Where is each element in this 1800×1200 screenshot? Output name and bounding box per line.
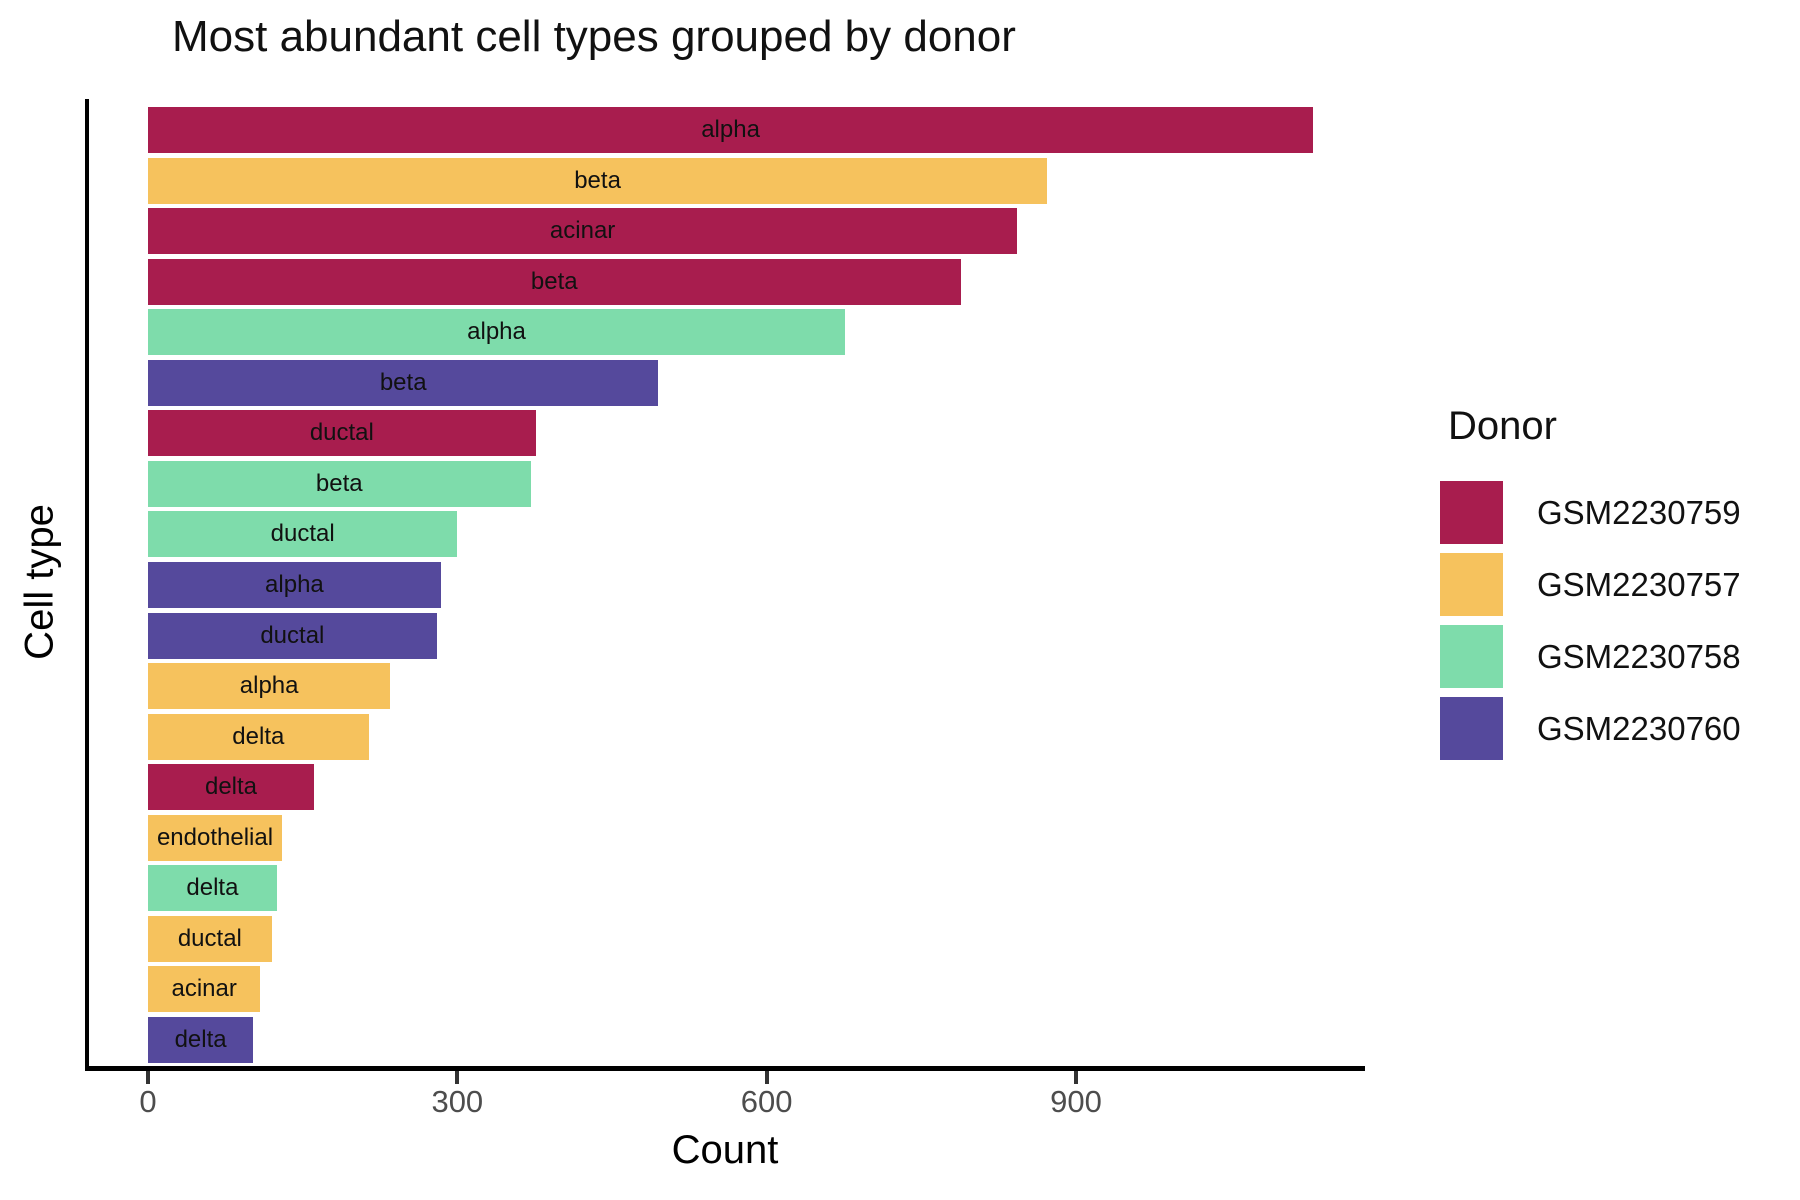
legend-entries: GSM2230759 GSM2230757 GSM2230758 GSM2230760 [1440,481,1741,760]
x-tick-mark-900 [1074,1071,1078,1084]
bar-label: delta [204,773,258,801]
x-tick-label-600: 600 [740,1084,793,1119]
bar-label: ductal [309,419,374,447]
bar-beta-GSM2230757: beta [148,157,1048,204]
x-axis-line [85,1066,1365,1071]
bar-label: delta [232,722,285,750]
y-axis-title: Cell type [17,504,62,660]
chart-title: Most abundant cell types grouped by dono… [172,12,1016,61]
bar-label: ductal [270,520,335,548]
legend: Donor GSM2230759 GSM2230757 GSM2230758 GSM2… [1440,404,1741,769]
x-tick-label-900: 900 [1050,1084,1102,1119]
legend-swatch [1440,481,1503,544]
bar-beta-GSM2230758: beta [148,460,531,507]
bar-label: alpha [239,672,299,700]
bar-beta-GSM2230759: beta [148,258,961,305]
x-tick-mark-0 [146,1071,150,1084]
bar-delta-GSM2230757: delta [148,713,369,760]
legend-swatch [1440,697,1503,760]
bar-acinar-GSM2230759: acinar [148,208,1018,255]
x-tick-label-300: 300 [431,1084,484,1119]
legend-label: GSM2230759 [1537,493,1741,531]
legend-label: GSM2230760 [1537,709,1741,747]
x-tick-label-0: 0 [139,1084,157,1119]
bar-label: alpha [265,570,324,598]
bar-label: beta [574,166,621,194]
bar-label: alpha [467,318,526,346]
bar-alpha-GSM2230760: alpha [148,561,441,608]
legend-entry-GSM2230760: GSM2230760 [1440,697,1741,760]
bar-alpha-GSM2230757: alpha [148,663,391,710]
bar-label: beta [379,368,427,396]
legend-entry-GSM2230757: GSM2230757 [1440,553,1741,616]
bar-endothelial-GSM2230757: endothelial [148,814,283,861]
legend-entry-GSM2230758: GSM2230758 [1440,625,1741,688]
bar-label: acinar [171,975,237,1003]
legend-title: Donor [1448,404,1557,448]
x-tick-mark-300 [455,1071,460,1084]
bar-alpha-GSM2230758: alpha [148,309,846,356]
x-tick-mark-600 [764,1071,769,1084]
bar-label: ductal [177,924,242,952]
bar-alpha-GSM2230759: alpha [148,107,1314,153]
bar-delta-GSM2230758: delta [148,865,277,912]
legend-swatch [1440,553,1503,616]
bar-label: acinar [549,217,616,245]
bar-ductal-GSM2230759: ductal [148,410,536,457]
bar-beta-GSM2230760: beta [148,359,659,406]
bar-delta-GSM2230760: delta [148,1016,254,1063]
bar-label: beta [530,267,578,295]
legend-label: GSM2230758 [1537,637,1741,675]
bar-label: ductal [260,621,325,649]
bar-label: delta [186,874,239,902]
bar-ductal-GSM2230760: ductal [148,612,437,659]
bar-label: beta [315,469,363,497]
x-axis-title: Count [671,1128,779,1172]
bar-label: endothelial [156,823,274,851]
bar-ductal-GSM2230757: ductal [148,915,272,962]
y-axis-line [85,99,89,1071]
bar-acinar-GSM2230757: acinar [148,966,261,1013]
bar-ductal-GSM2230758: ductal [148,511,458,558]
bar-label: alpha [701,116,760,143]
bar-delta-GSM2230759: delta [148,764,314,811]
legend-swatch [1440,625,1503,688]
bar-label: delta [174,1025,227,1053]
legend-entry-GSM2230759: GSM2230759 [1440,481,1741,544]
legend-label: GSM2230757 [1537,565,1741,603]
